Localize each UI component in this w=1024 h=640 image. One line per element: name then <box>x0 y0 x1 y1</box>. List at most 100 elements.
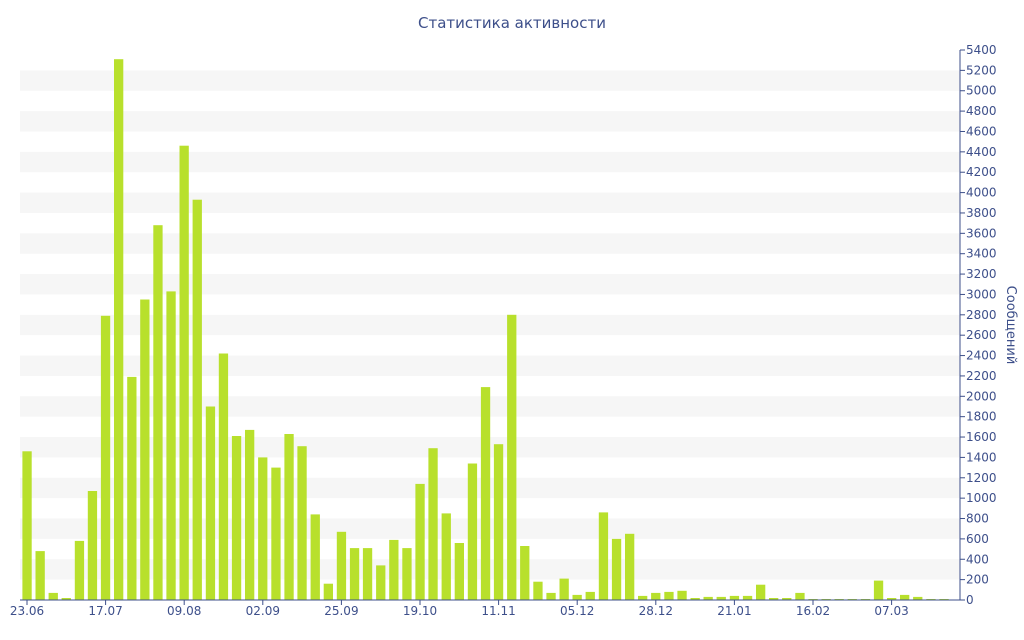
bar <box>192 199 202 600</box>
bar <box>887 598 897 600</box>
bar <box>205 406 216 600</box>
bar <box>349 548 360 600</box>
bar <box>913 596 923 600</box>
bar <box>35 551 45 600</box>
grid-band <box>20 355 960 376</box>
y-tick-label: 4000 <box>966 186 997 200</box>
y-tick-label: 3400 <box>966 247 997 261</box>
bar <box>651 592 661 600</box>
bar <box>598 512 609 600</box>
bar <box>533 581 543 600</box>
bar <box>559 578 569 600</box>
grid-band <box>20 233 960 254</box>
bar <box>22 451 32 600</box>
y-tick-label: 200 <box>966 573 989 587</box>
y-tick-label: 0 <box>966 593 974 607</box>
y-tick-label: 2800 <box>966 308 997 322</box>
bar <box>493 444 504 600</box>
grid-band <box>20 274 960 295</box>
y-axis-ticks: 0 200 400 600 800 1000 1200 1400 1600 1800 2000 220… <box>960 43 997 607</box>
bar <box>245 429 255 600</box>
bar <box>480 387 491 600</box>
y-axis-title: Сообщений <box>1003 286 1018 365</box>
y-tick-label: 5000 <box>966 84 997 98</box>
y-tick-label: 4800 <box>966 104 997 118</box>
bar <box>336 531 347 600</box>
y-tick-label: 1400 <box>966 450 997 464</box>
bar <box>454 543 464 600</box>
bar <box>140 299 150 600</box>
bar <box>284 434 294 600</box>
bar <box>769 598 779 600</box>
bar <box>900 594 910 600</box>
bar <box>310 514 320 600</box>
bar <box>795 592 805 600</box>
y-tick-label: 3800 <box>966 206 997 220</box>
bar <box>507 314 517 600</box>
x-tick-label: 11.11 <box>481 604 515 618</box>
y-tick-label: 3600 <box>966 226 997 240</box>
bar <box>153 225 163 600</box>
x-axis-ticks: 23.06 17.07 09.08 02.09 25.09 19.10 11.11 05.12… <box>10 600 909 618</box>
grid-band <box>20 70 960 91</box>
grid-band <box>20 111 960 132</box>
x-tick-label: 17.07 <box>88 604 122 618</box>
y-tick-label: 400 <box>966 552 989 566</box>
y-tick-label: 3000 <box>966 287 997 301</box>
x-tick-label: 23.06 <box>10 604 44 618</box>
bar <box>756 584 766 600</box>
bar <box>231 436 242 600</box>
x-tick-label: 05.12 <box>560 604 594 618</box>
bar <box>703 596 713 600</box>
x-tick-label: 21.01 <box>717 604 751 618</box>
bar <box>716 596 726 600</box>
bar <box>166 291 176 600</box>
bar <box>664 591 674 600</box>
y-tick-label: 4200 <box>966 165 997 179</box>
y-tick-label: 4400 <box>966 145 997 159</box>
bar <box>271 467 281 600</box>
bar <box>585 591 595 600</box>
bar <box>87 491 98 600</box>
y-tick-label: 2200 <box>966 369 997 383</box>
bar <box>74 540 85 600</box>
bar <box>297 446 307 600</box>
y-tick-label: 600 <box>966 532 989 546</box>
x-tick-label: 07.03 <box>874 604 908 618</box>
x-tick-label: 09.08 <box>167 604 201 618</box>
y-tick-label: 2600 <box>966 328 997 342</box>
bar <box>625 533 635 600</box>
x-tick-label: 28.12 <box>639 604 673 618</box>
x-tick-label: 25.09 <box>324 604 358 618</box>
bar <box>179 145 189 600</box>
bar <box>572 594 582 600</box>
y-tick-label: 1200 <box>966 471 997 485</box>
bar <box>114 59 124 600</box>
bar <box>520 546 530 600</box>
y-tick-label: 3200 <box>966 267 997 281</box>
x-tick-label: 19.10 <box>403 604 437 618</box>
bar <box>690 598 700 600</box>
bar <box>48 592 58 600</box>
bar <box>677 590 687 600</box>
y-tick-label: 5400 <box>966 43 997 57</box>
bar <box>428 448 438 600</box>
bar <box>873 580 884 600</box>
y-tick-label: 4600 <box>966 124 997 138</box>
bar <box>782 598 792 600</box>
grid-band <box>20 151 960 173</box>
bar <box>376 565 386 600</box>
bar <box>362 548 373 600</box>
y-tick-label: 5200 <box>966 63 997 77</box>
x-tick-label: 16.02 <box>796 604 830 618</box>
bar <box>611 538 622 600</box>
bar <box>415 483 425 600</box>
bar <box>638 595 648 600</box>
bar-series <box>22 59 949 600</box>
chart-title: Статистика активности <box>418 14 606 32</box>
bar <box>441 513 451 600</box>
bar <box>323 583 333 600</box>
bar <box>389 539 399 600</box>
y-tick-label: 800 <box>966 512 989 526</box>
